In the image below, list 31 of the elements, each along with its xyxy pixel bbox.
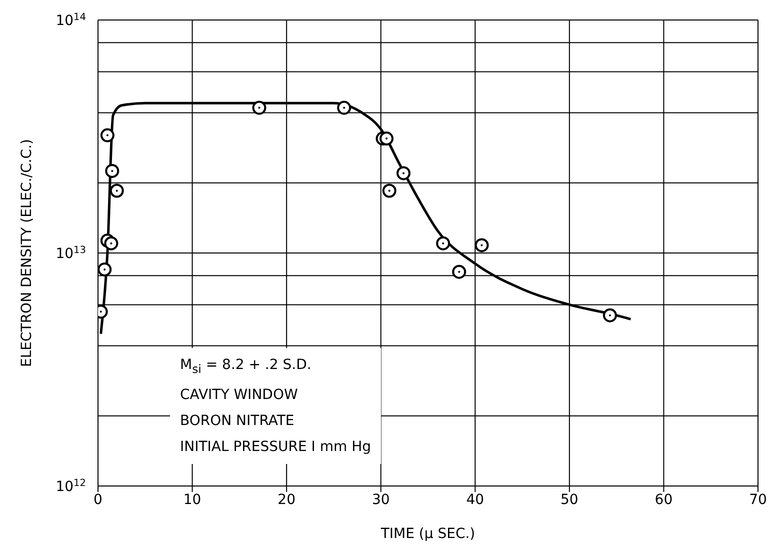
x-axis-title: TIME (μ SEC.) [380, 526, 476, 542]
x-tick-label: 20 [278, 492, 296, 508]
point [110, 184, 124, 198]
x-tick-label: 70 [749, 492, 767, 508]
x-tick-label: 10 [183, 492, 202, 508]
y-tick-label: 10$^{14}$ [56, 12, 86, 29]
x-tick-label: 60 [654, 492, 673, 508]
x-tick-label: 50 [560, 492, 578, 508]
y-tick-label: 10$^{12}$ [56, 478, 86, 495]
annotation: M$_{si}$ = 8.2 + .2 S.D. [180, 356, 312, 378]
x-tick-label: 0 [94, 492, 102, 508]
point [104, 236, 118, 250]
point [452, 264, 466, 279]
point [252, 100, 266, 115]
point [436, 236, 450, 250]
y-tick-label: 10$^{13}$ [56, 244, 86, 262]
point [105, 164, 120, 178]
point [602, 308, 617, 322]
x-tick-label: 40 [466, 492, 484, 508]
point [98, 262, 112, 276]
annotation: BORON NITRATE [180, 412, 296, 431]
point [474, 238, 489, 252]
point [380, 132, 394, 146]
y-axis-title: ELECTRON DENSITY (ELEC./C.C.) [18, 139, 35, 367]
point [337, 100, 352, 115]
annotation: INITIAL PRESSURE I mm Hg [180, 438, 372, 457]
x-tick-label: 30 [372, 492, 390, 508]
annotation: CAVITY WINDOW [180, 386, 299, 405]
point [396, 166, 410, 180]
point [382, 184, 396, 198]
point [100, 128, 114, 142]
